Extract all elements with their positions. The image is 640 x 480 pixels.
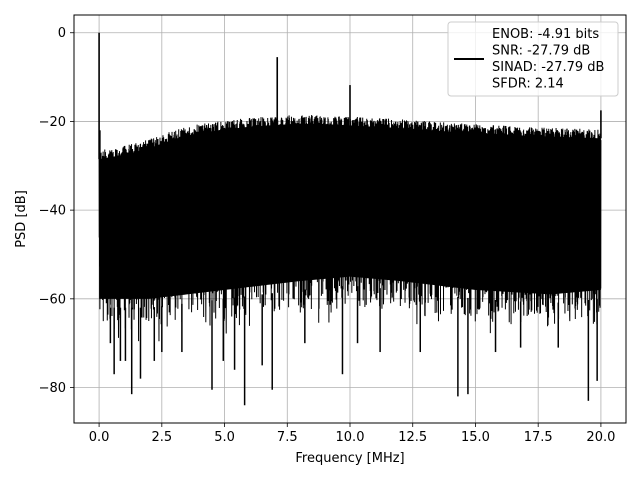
x-tick-label: 12.5 (398, 430, 427, 445)
x-tick-label: 20.0 (586, 430, 615, 445)
legend-entry-snr: SNR: -27.79 dB (492, 44, 590, 59)
x-axis-ticks: 0.0 2.5 5.0 7.5 10.0 12.5 15.0 17.5 20.0 (89, 423, 615, 445)
y-tick-label: −80 (39, 381, 66, 396)
psd-series (98, 32, 602, 406)
legend-box (447, 21, 619, 97)
y-tick-label: −20 (39, 115, 66, 130)
x-tick-label: 10.0 (336, 430, 365, 445)
x-tick-label: 15.0 (461, 430, 490, 445)
x-tick-label: 2.5 (151, 430, 172, 445)
y-axis-ticks: 0 −20 −40 −60 −80 (39, 26, 74, 396)
x-tick-label: 0.0 (89, 430, 110, 445)
x-tick-label: 7.5 (277, 430, 298, 445)
y-axis-label: PSD [dB] (14, 190, 29, 248)
legend-entry-enob: ENOB: -4.91 bits (492, 27, 599, 42)
y-tick-label: 0 (58, 26, 66, 41)
legend-entry-sinad: SINAD: -27.79 dB (492, 60, 604, 75)
y-tick-label: −40 (39, 204, 66, 219)
x-tick-label: 5.0 (214, 430, 235, 445)
legend: ENOB: -4.91 bits SNR: -27.79 dB SINAD: -… (447, 21, 619, 97)
x-axis-label: Frequency [MHz] (295, 451, 404, 466)
y-tick-label: −60 (39, 292, 66, 307)
legend-entry-sfdr: SFDR: 2.14 (492, 77, 564, 92)
x-tick-label: 17.5 (524, 430, 553, 445)
